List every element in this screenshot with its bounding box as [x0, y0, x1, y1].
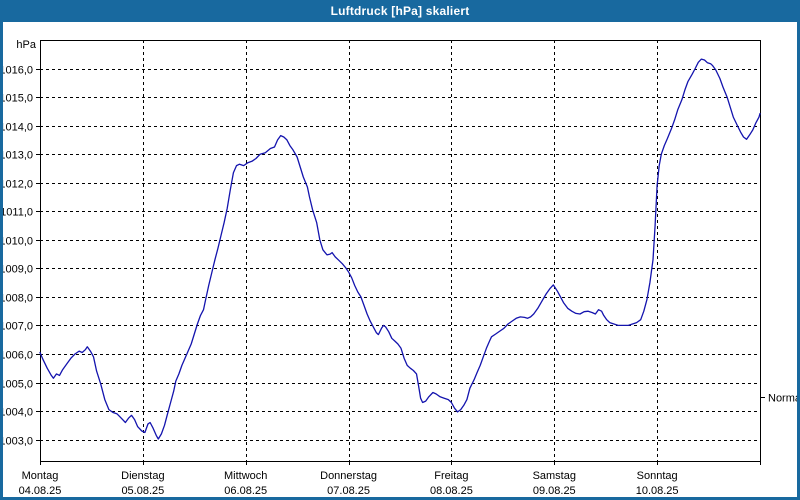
y-tick-label: 1006,0: [3, 350, 33, 362]
y-tick-label: 1007,0: [3, 321, 33, 333]
y-tick-label: 1013,0: [3, 150, 33, 162]
chart-area: 1003,0 1004,0 1005,0 1006,0 1007,0 1008,0 1009…: [3, 22, 797, 497]
y-axis-unit-label: hPa: [16, 39, 36, 51]
y-tick-label: 1014,0: [3, 122, 33, 134]
x-date-label: 09.08.25: [533, 485, 576, 497]
x-date-label: 10.08.25: [636, 485, 679, 497]
pressure-chart: 1003,0 1004,0 1005,0 1006,0 1007,0 1008,0 1009…: [3, 39, 797, 497]
y-tick-label: 1009,0: [3, 264, 33, 276]
x-date-label: 04.08.25: [19, 485, 62, 497]
y-tick-label: 1010,0: [3, 236, 33, 248]
x-day-label: Donnerstag: [320, 470, 377, 482]
y-tick-label: 1004,0: [3, 407, 33, 419]
y-tick-label: 1016,0: [3, 65, 33, 77]
x-date-label: 05.08.25: [121, 485, 164, 497]
x-day-label: Sonntag: [637, 470, 678, 482]
y-tick-label: 1003,0: [3, 436, 33, 448]
window-title: Luftdruck [hPa] skaliert: [330, 4, 470, 18]
y-tick-label: 1005,0: [3, 379, 33, 391]
x-day-label: Samstag: [533, 470, 576, 482]
x-day-label: Montag: [22, 470, 59, 482]
y-tick-label: 1015,0: [3, 93, 33, 105]
titlebar: Luftdruck [hPa] skaliert: [3, 0, 797, 22]
x-day-label: Dienstag: [121, 470, 164, 482]
plot-border: [40, 40, 761, 462]
y-tick-label: 1012,0: [3, 179, 33, 191]
x-date-label: 08.08.25: [430, 485, 473, 497]
pressure-line: [39, 58, 761, 440]
y-tick-label: 1008,0: [3, 293, 33, 305]
x-day-label: Freitag: [434, 470, 468, 482]
x-date-label: 06.08.25: [224, 485, 267, 497]
y-tick-label: 1011,0: [3, 207, 33, 219]
x-date-label: 07.08.25: [327, 485, 370, 497]
x-day-label: Mittwoch: [224, 470, 267, 482]
normal-marker-label: Normal: [768, 393, 797, 405]
